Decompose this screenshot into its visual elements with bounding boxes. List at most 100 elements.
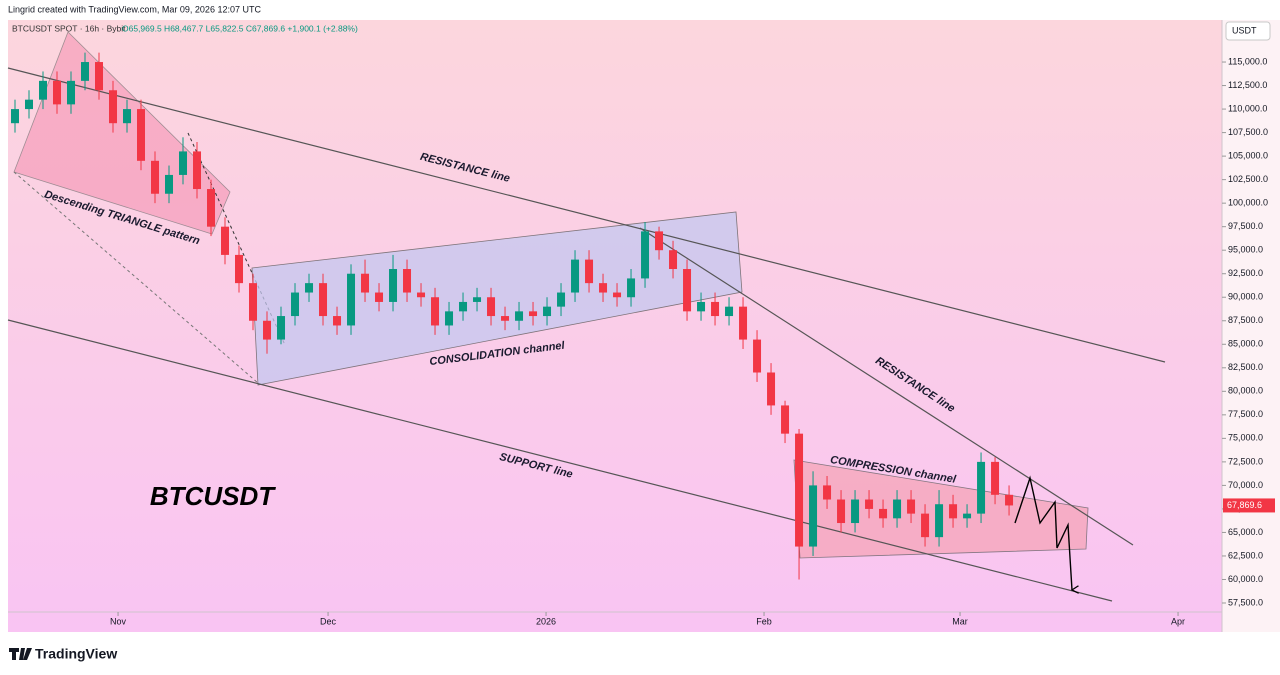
x-tick-label: 2026 [536, 616, 556, 626]
last-price-box [1223, 498, 1275, 513]
candle-body [11, 109, 20, 124]
candle-body [417, 292, 426, 298]
y-tick-label: 115,000.0 [1228, 56, 1267, 66]
unit-box[interactable] [1225, 21, 1271, 41]
candle-body [767, 372, 776, 406]
x-tick-label: Mar [952, 616, 968, 626]
support-line [7, 319, 1113, 602]
candle-body [599, 283, 608, 293]
candle-body [641, 231, 650, 279]
candle-body [795, 433, 804, 547]
candle-body [543, 306, 552, 317]
y-tick-label: 82,500.0 [1228, 362, 1263, 372]
candle-body [25, 99, 34, 110]
candle-body [389, 269, 398, 302]
candle-body [501, 316, 510, 321]
chart-title: BTCUSDT [150, 481, 276, 511]
drawings [7, 31, 1166, 602]
x-tick-label: Dec [320, 616, 337, 626]
candle-body [319, 283, 328, 317]
consolidation-zone [251, 211, 743, 386]
candle-body [305, 283, 314, 293]
last-price-label: 67,869.6 [1227, 500, 1262, 510]
x-tick-label: Nov [110, 616, 127, 626]
candle-body [781, 405, 790, 434]
y-tick-label: 100,000.0 [1228, 198, 1268, 208]
candle-body [837, 499, 846, 524]
candle-body [585, 259, 594, 284]
candle-body [361, 273, 370, 293]
y-tick-label: 107,500.0 [1228, 127, 1268, 137]
candle-body [823, 485, 832, 500]
candle-body [445, 311, 454, 326]
price-axis-background [1222, 20, 1280, 632]
candle-body [935, 504, 944, 538]
credit: Lingrid created with TradingView.com, Ma… [8, 4, 261, 14]
y-tick-label: 95,000.0 [1228, 245, 1263, 255]
candle-body [95, 62, 104, 91]
candle-body [711, 301, 720, 317]
y-tick-label: 102,500.0 [1228, 174, 1268, 184]
candle-body [431, 297, 440, 326]
candle-body [725, 306, 734, 317]
candle-body [109, 90, 118, 124]
x-tick-label: Apr [1171, 616, 1185, 626]
ohlc: O65,969.5 H68,467.7 L65,822.5 C67,869.6 … [122, 23, 358, 33]
resistance-line [639, 227, 1134, 546]
candle-body [123, 109, 132, 124]
candle-body [221, 226, 230, 255]
candle-body [851, 499, 860, 524]
candle-body [235, 254, 244, 284]
candle-body [403, 269, 412, 293]
candle-body [627, 278, 636, 298]
y-tick-label: 75,000.0 [1228, 433, 1263, 443]
candle-body [179, 151, 188, 175]
candle-body [333, 316, 342, 326]
brand-name: TradingView [35, 646, 117, 662]
y-tick-label: 105,000.0 [1228, 150, 1268, 160]
candle-body [165, 174, 174, 194]
candle-body [991, 461, 1000, 495]
candle-body [963, 513, 972, 519]
y-tick-label: 62,500.0 [1228, 550, 1263, 560]
candle-body [39, 80, 48, 100]
candle-body [515, 311, 524, 321]
y-tick-label: 110,000.0 [1228, 103, 1267, 113]
candle-body [67, 80, 76, 105]
brand-logo [9, 648, 32, 660]
y-tick-label: 92,500.0 [1228, 268, 1263, 278]
candle-body [193, 151, 202, 190]
candle-body [53, 80, 62, 105]
candle-body [921, 513, 930, 538]
y-tick-label: 97,500.0 [1228, 221, 1263, 231]
y-tick-label: 60,000.0 [1228, 574, 1263, 584]
symbol: BTCUSDT SPOT · 16h · Bybit [12, 23, 126, 33]
candle-body [753, 339, 762, 373]
y-tick-label: 72,500.0 [1228, 456, 1263, 466]
y-tick-label: 112,500.0 [1228, 80, 1267, 90]
y-axis-unit: USDT [1232, 25, 1257, 35]
y-tick-label: 70,000.0 [1228, 480, 1263, 490]
candle-body [683, 269, 692, 312]
candle-body [655, 231, 664, 251]
candle-body [529, 311, 538, 317]
y-tick-label: 85,000.0 [1228, 339, 1263, 349]
candle-body [697, 301, 706, 312]
candle-body [907, 499, 916, 514]
y-tick-label: 90,000.0 [1228, 292, 1263, 302]
candle-body [459, 301, 468, 312]
candle-body [375, 292, 384, 302]
x-tick-label: Feb [756, 616, 772, 626]
candle-body [291, 292, 300, 317]
candle-body [557, 292, 566, 307]
candle-body [473, 297, 482, 302]
candles [11, 52, 1014, 580]
candle-body [151, 160, 160, 194]
candle-body [865, 499, 874, 509]
candle-body [487, 297, 496, 317]
y-tick-label: 57,500.0 [1228, 597, 1263, 607]
y-tick-label: 80,000.0 [1228, 386, 1263, 396]
candle-body [571, 259, 580, 293]
brand: TradingView [9, 646, 117, 662]
